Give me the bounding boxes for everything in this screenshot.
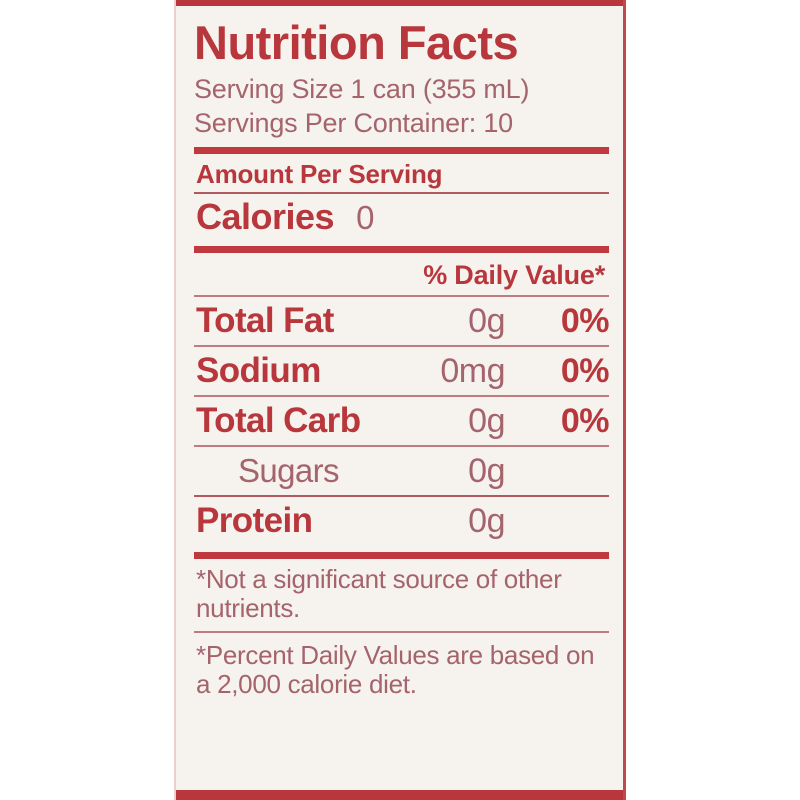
panel-bottom-edge-bar bbox=[176, 790, 623, 800]
nutrient-label: Protein bbox=[196, 501, 313, 540]
rule-below-total-carb bbox=[194, 445, 609, 447]
table-row: Protein 0g bbox=[194, 497, 609, 545]
rule-below-daily-value-header bbox=[194, 295, 609, 297]
footnote-percent-daily-values: *Percent Daily Values are based on a 2,0… bbox=[196, 640, 595, 699]
table-row: Sugars 0g bbox=[194, 447, 609, 495]
panel-top-edge-bar bbox=[176, 0, 623, 6]
servings-per-container-text: Servings Per Container: 10 bbox=[194, 108, 513, 138]
calories-label: Calories bbox=[196, 196, 335, 237]
rule-below-amount-per-serving bbox=[194, 192, 609, 194]
rule-below-calories bbox=[194, 246, 609, 253]
nutrient-label-sub: Sugars bbox=[238, 452, 340, 489]
daily-value-header: % Daily Value* bbox=[423, 260, 605, 290]
nutrient-amount: 0g bbox=[468, 302, 505, 340]
rule-below-sodium bbox=[194, 395, 609, 397]
nutrient-daily-value: 0% bbox=[560, 402, 610, 440]
rule-below-total-fat bbox=[194, 345, 609, 347]
nutrient-amount: 0g bbox=[468, 402, 505, 440]
table-row: Total Carb 0g 0% bbox=[194, 397, 610, 445]
nutrient-amount: 0g bbox=[468, 502, 505, 540]
nutrition-facts-content: Nutrition Facts Serving Size 1 can (355 … bbox=[194, 12, 610, 788]
rule-below-sugars bbox=[194, 495, 609, 497]
page-title: Nutrition Facts bbox=[194, 16, 519, 69]
table-row: Sodium 0mg 0% bbox=[194, 347, 610, 395]
rule-below-servings bbox=[194, 147, 609, 154]
nutrient-label: Sodium bbox=[196, 351, 321, 390]
calories-row: Calories 0 bbox=[194, 194, 609, 242]
nutrient-daily-value: 0% bbox=[560, 352, 610, 390]
nutrient-label: Total Carb bbox=[196, 401, 361, 440]
nutrient-daily-value: 0% bbox=[560, 302, 610, 340]
nutrient-amount: 0g bbox=[468, 452, 505, 490]
nutrient-label: Total Fat bbox=[196, 301, 334, 340]
calories-value: 0 bbox=[356, 199, 375, 236]
rule-between-footnotes bbox=[194, 631, 609, 633]
rule-below-protein bbox=[194, 552, 609, 559]
serving-size-text: Serving Size 1 can (355 mL) bbox=[194, 74, 530, 104]
nutrient-amount: 0mg bbox=[440, 352, 505, 390]
nutrition-facts-panel: Nutrition Facts Serving Size 1 can (355 … bbox=[174, 0, 626, 800]
footnote-not-significant-source: *Not a significant source of other nutri… bbox=[196, 564, 562, 623]
table-row: Total Fat 0g 0% bbox=[194, 297, 610, 345]
amount-per-serving-label: Amount Per Serving bbox=[196, 159, 443, 189]
